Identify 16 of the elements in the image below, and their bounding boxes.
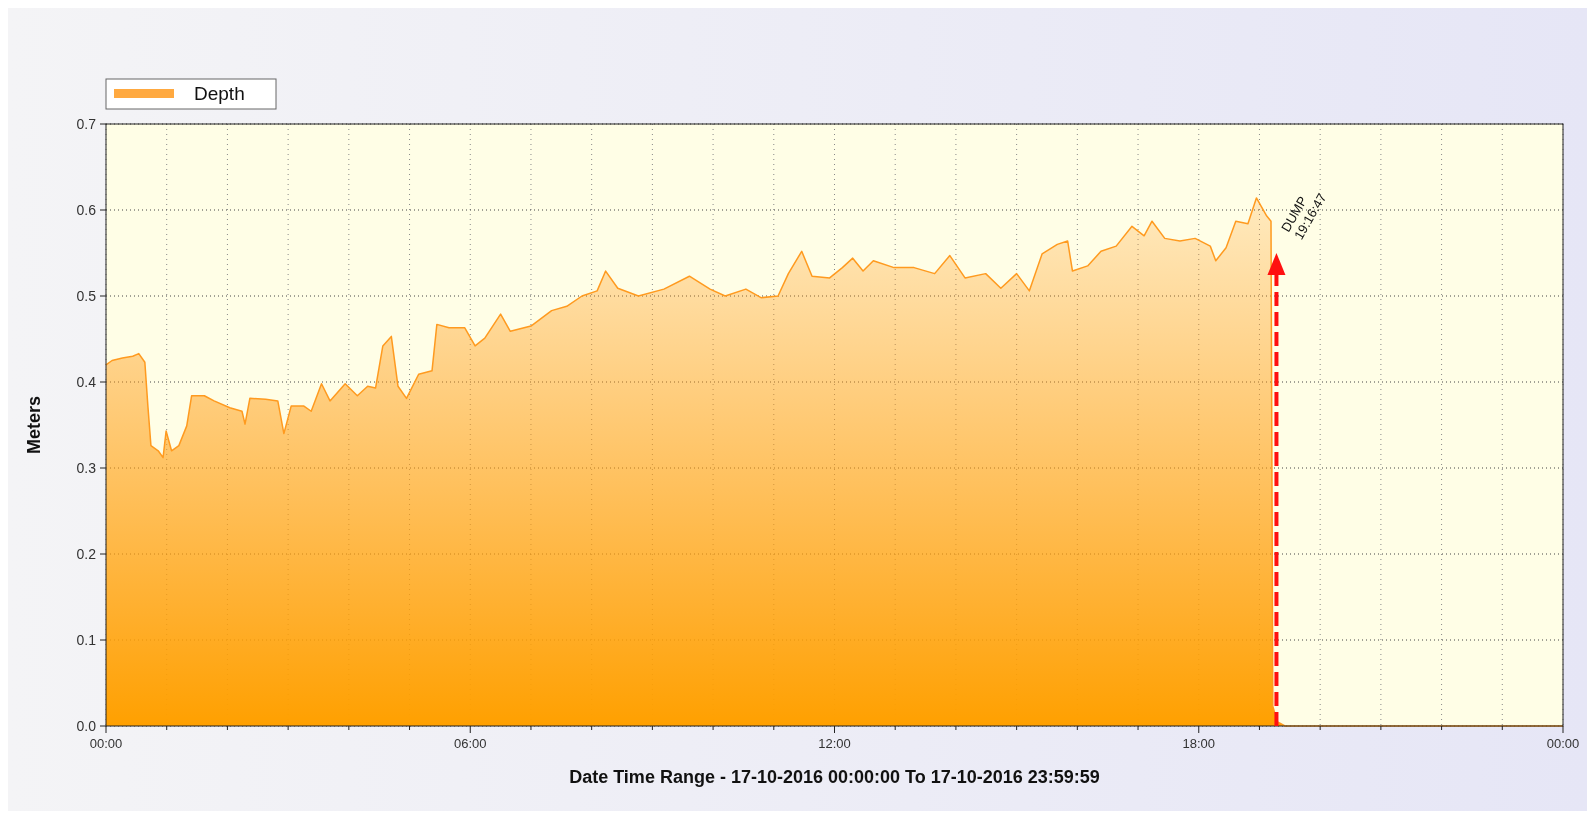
y-tick-label: 0.3 xyxy=(76,460,97,476)
y-tick-label: 0.5 xyxy=(76,288,97,304)
y-tick-label: 0.0 xyxy=(76,718,97,734)
y-axis-title: Meters xyxy=(24,395,44,455)
x-axis-title: Date Time Range - 17-10-2016 00:00:00 To 17-10-2016 23:59:59 xyxy=(569,767,1100,787)
y-tick-label: 0.1 xyxy=(76,632,97,648)
x-tick-label: 12:00 xyxy=(818,736,851,751)
y-tick-label: 0.2 xyxy=(76,546,97,562)
legend-label: Depth xyxy=(194,83,245,104)
y-tick-label: 0.4 xyxy=(76,374,97,390)
y-tick-label: 0.6 xyxy=(76,202,97,218)
x-tick-label: 00:00 xyxy=(1546,736,1580,751)
x-tick-label: 00:00 xyxy=(89,736,123,751)
x-tick-label: 18:00 xyxy=(1182,736,1216,751)
x-tick-label: 06:00 xyxy=(453,736,487,751)
y-tick-label: 0.7 xyxy=(76,116,97,132)
